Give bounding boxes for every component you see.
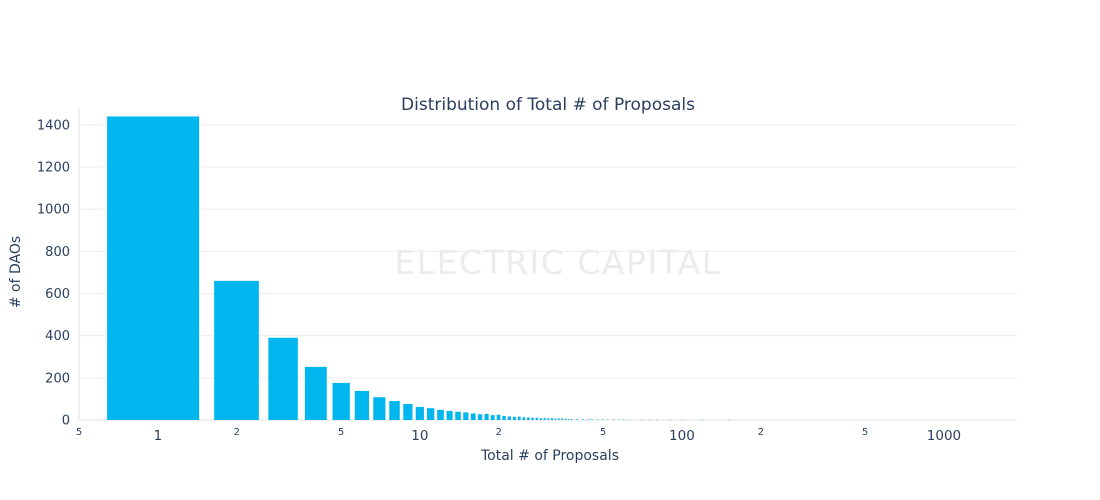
x-minor-tick-label: 5 bbox=[600, 427, 606, 438]
x-minor-tick-label: 5 bbox=[338, 427, 344, 438]
histogram-bar bbox=[727, 419, 729, 420]
histogram-bar bbox=[648, 419, 650, 420]
x-minor-tick-label: 5 bbox=[862, 427, 868, 438]
x-minor-tick-label: 2 bbox=[758, 427, 764, 438]
histogram-bar bbox=[597, 419, 599, 420]
histogram-bar bbox=[606, 419, 608, 420]
histogram-bar bbox=[437, 409, 444, 420]
x-minor-tick-label: 2 bbox=[496, 427, 502, 438]
histogram-bar bbox=[582, 418, 584, 420]
histogram-bar bbox=[426, 408, 435, 420]
histogram-bar bbox=[373, 397, 386, 420]
histogram-bar bbox=[628, 419, 630, 420]
x-tick-label: 100 bbox=[669, 428, 695, 444]
histogram-bar bbox=[681, 419, 683, 420]
histogram-bar bbox=[557, 418, 560, 420]
histogram-bar bbox=[332, 382, 350, 420]
histogram-bar bbox=[576, 418, 578, 420]
histogram-bar bbox=[590, 418, 592, 420]
x-tick-label: 10 bbox=[411, 428, 428, 444]
histogram-bar bbox=[539, 418, 542, 420]
histogram-bar bbox=[564, 418, 567, 420]
histogram-bar bbox=[602, 418, 604, 420]
histogram-bar bbox=[490, 415, 495, 420]
y-tick-label: 1400 bbox=[37, 118, 70, 133]
histogram-bar bbox=[613, 419, 615, 420]
histogram-bar bbox=[592, 419, 594, 420]
histogram-bar bbox=[496, 414, 501, 420]
histogram-bar bbox=[640, 419, 642, 420]
histogram-bar bbox=[304, 366, 327, 420]
histogram-bar bbox=[623, 419, 625, 420]
histogram-bar bbox=[268, 337, 298, 420]
y-tick-label: 1000 bbox=[37, 203, 70, 218]
histogram-bar bbox=[477, 414, 483, 420]
y-tick-label: 800 bbox=[45, 245, 70, 260]
histogram-bar bbox=[550, 418, 553, 420]
histogram-bar bbox=[535, 417, 538, 420]
histogram-bar bbox=[619, 419, 621, 420]
histogram-bar bbox=[484, 413, 489, 420]
histogram-bar bbox=[107, 116, 200, 420]
histogram-bar bbox=[502, 415, 506, 420]
histogram-bar bbox=[354, 390, 370, 420]
histogram-bar bbox=[389, 401, 400, 420]
histogram-bar bbox=[570, 418, 573, 420]
histogram-bar bbox=[543, 417, 546, 420]
y-tick-label: 200 bbox=[45, 371, 70, 386]
y-tick-label: 1200 bbox=[37, 161, 70, 176]
histogram-bar bbox=[455, 411, 461, 420]
histogram-bar bbox=[403, 403, 413, 420]
histogram-bar bbox=[561, 418, 563, 420]
histogram-bar bbox=[547, 418, 550, 420]
y-axis-title: # of DAOs bbox=[8, 235, 24, 309]
x-minor-tick-label: 2 bbox=[234, 427, 240, 438]
histogram-bar bbox=[567, 418, 570, 420]
histogram-bar bbox=[517, 416, 521, 420]
histogram-bar bbox=[522, 417, 526, 420]
chart-title: Distribution of Total # of Proposals bbox=[401, 95, 695, 115]
histogram-bar bbox=[463, 412, 469, 420]
histogram-bar bbox=[507, 416, 511, 420]
y-tick-label: 600 bbox=[45, 287, 70, 302]
x-tick-label: 1 bbox=[154, 428, 163, 444]
histogram-bar bbox=[470, 413, 476, 420]
x-axis-title: Total # of Proposals bbox=[481, 448, 619, 464]
histogram-bar bbox=[587, 419, 589, 420]
histogram-bar bbox=[214, 280, 259, 420]
histogram-bar bbox=[554, 418, 557, 420]
histogram-bar bbox=[527, 417, 530, 420]
histogram-bar bbox=[702, 419, 704, 420]
histogram-bar bbox=[656, 419, 658, 420]
histogram-bar bbox=[669, 419, 671, 420]
watermark-text: ELECTRIC CAPITAL bbox=[394, 243, 722, 282]
histogram-bar bbox=[415, 406, 424, 420]
x-tick-label: 1000 bbox=[927, 428, 961, 444]
y-tick-label: 0 bbox=[62, 414, 70, 429]
histogram-bar bbox=[512, 416, 516, 420]
y-tick-label: 400 bbox=[45, 329, 70, 344]
histogram-bar bbox=[531, 417, 534, 420]
histogram-bar bbox=[446, 410, 453, 420]
x-minor-tick-label: 5 bbox=[76, 427, 82, 438]
